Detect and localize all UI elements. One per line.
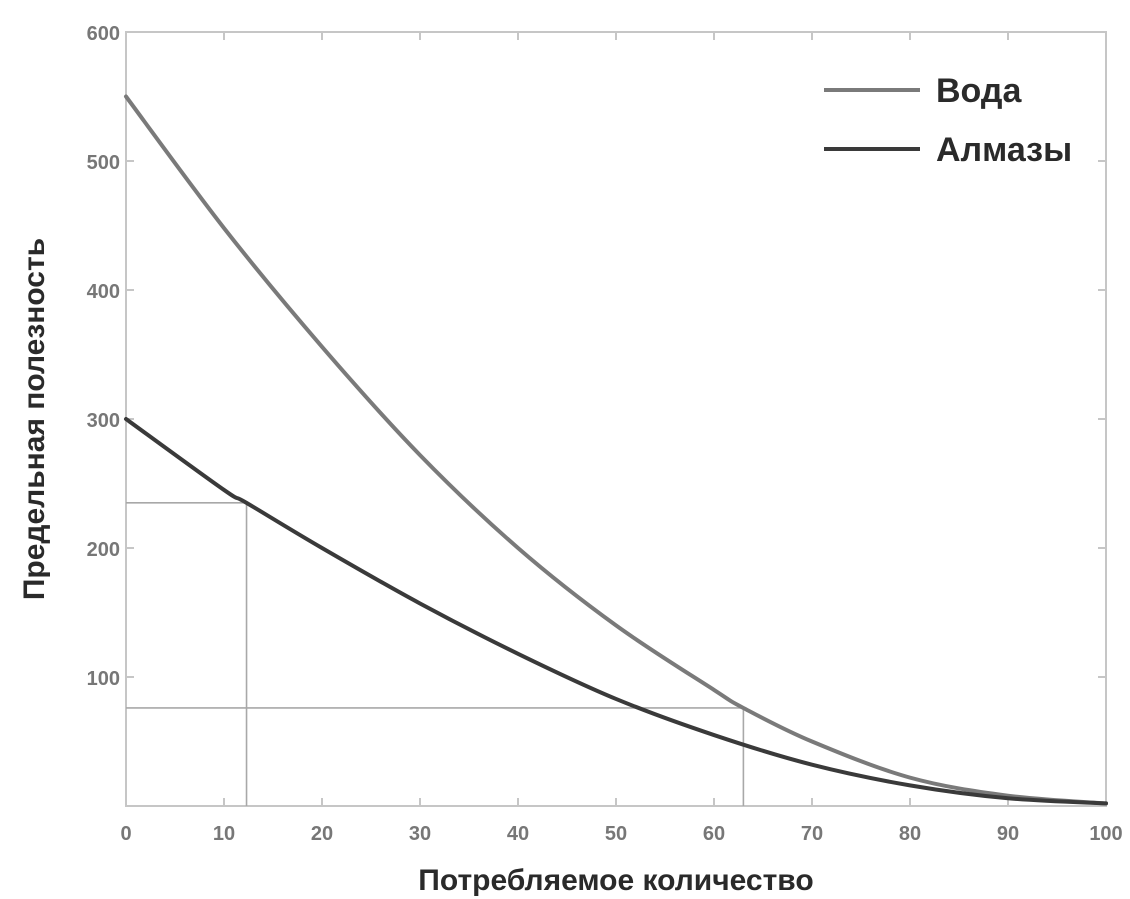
legend: Вода Алмазы: [824, 72, 1072, 169]
y-axis-title: Предельная полезность: [18, 238, 51, 600]
x-axis-ticks: 0 10 20 30 40 50 60 70 80 90 100: [120, 32, 1123, 845]
series-lines: [124, 94, 1108, 806]
y-tick-label: 300: [87, 410, 120, 432]
series-line-almazy: [124, 417, 1108, 806]
legend-label-voda: Вода: [936, 72, 1022, 110]
series-line-voda: [124, 94, 1108, 806]
y-tick-label: 600: [87, 23, 120, 45]
y-axis-ticks: 100 200 300 400 500 600: [87, 23, 1106, 690]
x-tick-label: 20: [311, 823, 333, 845]
x-tick-label: 60: [703, 823, 725, 845]
x-tick-label: 100: [1089, 823, 1122, 845]
x-tick-label: 10: [213, 823, 235, 845]
x-tick-label: 0: [120, 823, 131, 845]
y-tick-label: 500: [87, 152, 120, 174]
x-tick-label: 80: [899, 823, 921, 845]
y-tick-label: 200: [87, 539, 120, 561]
reference-lines: [126, 502, 745, 806]
x-tick-label: 40: [507, 823, 529, 845]
y-tick-label: 100: [87, 668, 120, 690]
y-tick-label: 400: [87, 281, 120, 303]
x-tick-label: 30: [409, 823, 431, 845]
x-axis-title: Потребляемое количество: [418, 864, 813, 897]
legend-label-almazy: Алмазы: [936, 131, 1072, 169]
x-tick-label: 50: [605, 823, 627, 845]
x-tick-label: 70: [801, 823, 823, 845]
x-tick-label: 90: [997, 823, 1019, 845]
